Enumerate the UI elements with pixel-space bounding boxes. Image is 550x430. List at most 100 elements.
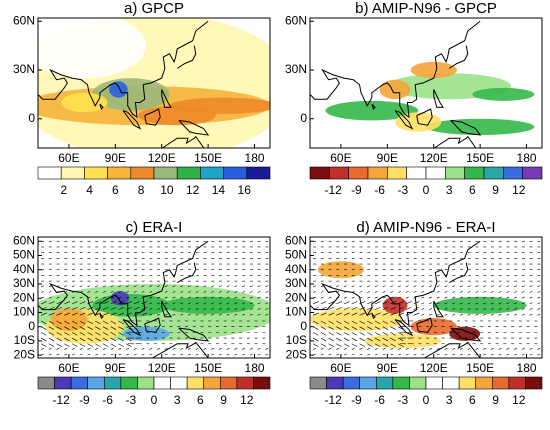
colorbar-label: -3 [397, 183, 408, 197]
colorbar-label: -6 [374, 393, 385, 407]
colorbar-label: 0 [423, 183, 430, 197]
colorbar-cell [525, 377, 542, 389]
lon-tick-label: 150E [194, 361, 222, 375]
field-blob [162, 297, 255, 314]
colorbar-cell [38, 167, 61, 179]
colorbar-cell [426, 377, 443, 389]
lon-tick-label: 120E [148, 151, 176, 165]
colorbar-cell [393, 377, 410, 389]
lon-tick-label: 180 [517, 361, 537, 375]
lat-tick-label: 50N [13, 248, 35, 262]
colorbar-label: -6 [374, 183, 385, 197]
lat-tick-label: 60N [13, 13, 35, 27]
lat-tick-label: 10N [13, 305, 35, 319]
colorbar-cell [200, 167, 223, 179]
colorbar-cell [237, 377, 254, 389]
lat-tick-label: 10S [14, 333, 35, 347]
lat-tick-label: 0 [28, 319, 35, 333]
colorbar-cell [360, 377, 377, 389]
colorbar-label: 9 [220, 393, 227, 407]
colorbar-label: 2 [60, 183, 67, 197]
colorbar-cell [84, 167, 107, 179]
colorbar-cell [368, 167, 387, 179]
colorbar-label: 12 [186, 183, 200, 197]
colorbar-label: 6 [197, 393, 204, 407]
colorbar-cell [523, 167, 542, 179]
field-blob [380, 80, 411, 100]
colorbar-cell [187, 377, 204, 389]
panel-title: a) GPCP [124, 0, 184, 17]
map-field [15, 13, 293, 159]
colorbar-label: 16 [238, 183, 252, 197]
colorbar-label: 0 [151, 393, 158, 407]
lat-tick-label: 20N [13, 290, 35, 304]
colorbar-cell [503, 167, 522, 179]
field-blob [472, 88, 534, 101]
lat-tick-label: 30N [285, 276, 307, 290]
lat-tick-label: 60N [285, 233, 307, 247]
colorbar-label: 0 [423, 393, 430, 407]
colorbar-cell [220, 377, 237, 389]
colorbar-cell [253, 377, 270, 389]
lat-tick-label: 30N [13, 276, 35, 290]
colorbar-label: -12 [53, 393, 71, 407]
colorbar-cell [426, 167, 445, 179]
colorbar-label: 10 [160, 183, 174, 197]
colorbar-cell [329, 167, 348, 179]
colorbar-cell [376, 377, 393, 389]
colorbar-cell [387, 167, 406, 179]
lat-tick-label: 40N [13, 262, 35, 276]
colorbar-label: -3 [397, 393, 408, 407]
colorbar-cell [492, 377, 509, 389]
colorbar-label: -12 [325, 183, 343, 197]
colorbar-label: 12 [512, 183, 526, 197]
lon-tick-label: 180 [517, 151, 537, 165]
colorbar-cell [88, 377, 105, 389]
colorbar-cell [154, 377, 171, 389]
colorbar-cell [327, 377, 344, 389]
colorbar-label: 6 [469, 183, 476, 197]
field-blob [169, 98, 277, 114]
lon-tick-label: 150E [466, 151, 494, 165]
lat-tick-label: 10S [286, 333, 307, 347]
colorbar-cell [171, 377, 188, 389]
lon-tick-label: 90E [377, 151, 398, 165]
field-blob [426, 119, 534, 135]
lon-tick-label: 90E [377, 361, 398, 375]
field-blob [411, 62, 457, 78]
colorbar-label: 3 [446, 393, 453, 407]
colorbar-label: 6 [469, 393, 476, 407]
colorbar-cell [177, 167, 200, 179]
colorbar-label: 3 [174, 393, 181, 407]
colorbar-cell [108, 167, 131, 179]
colorbar-label: 9 [492, 183, 499, 197]
lon-tick-label: 150E [466, 361, 494, 375]
colorbar-label: 3 [446, 183, 453, 197]
map-field [279, 237, 550, 358]
colorbar-label: 6 [112, 183, 119, 197]
colorbar-cell [509, 377, 526, 389]
lat-tick-label: 0 [300, 319, 307, 333]
colorbar-label: -6 [102, 393, 113, 407]
lon-tick-label: 60E [330, 361, 351, 375]
lon-tick-label: 180 [245, 151, 265, 165]
colorbar-cell [71, 377, 88, 389]
colorbar-cell [310, 167, 329, 179]
colorbar-label: 9 [492, 393, 499, 407]
lat-tick-label: 30N [13, 62, 35, 76]
lat-tick-label: 40N [285, 262, 307, 276]
lat-tick-label: 0 [300, 111, 307, 125]
lat-tick-label: 60N [13, 233, 35, 247]
panel-title: d) AMIP-N96 - ERA-I [356, 219, 495, 236]
colorbar-label: 14 [212, 183, 226, 197]
field-blob [318, 261, 364, 278]
colorbar-label: -3 [125, 393, 136, 407]
colorbar-cell [443, 377, 460, 389]
lon-tick-label: 60E [58, 151, 79, 165]
lon-tick-label: 120E [148, 361, 176, 375]
colorbar-cell [445, 167, 464, 179]
colorbar-cell [409, 377, 426, 389]
lon-tick-label: 120E [420, 361, 448, 375]
lon-tick-label: 60E [58, 361, 79, 375]
